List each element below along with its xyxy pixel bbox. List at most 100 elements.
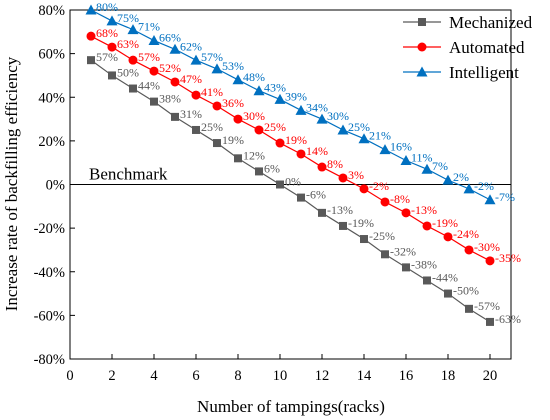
data-label: 50% — [117, 65, 139, 79]
triangle-marker — [85, 4, 97, 15]
square-marker — [297, 193, 305, 202]
square-marker — [87, 56, 95, 65]
data-label: 52% — [159, 61, 181, 75]
data-label: 2% — [453, 170, 469, 184]
y-tick-label: 40% — [38, 90, 65, 106]
triangle-marker — [400, 155, 412, 166]
triangle-marker — [316, 113, 328, 124]
triangle-marker — [295, 104, 307, 115]
square-marker — [192, 125, 200, 134]
data-label: -44% — [432, 270, 458, 284]
data-label: 16% — [390, 140, 412, 154]
x-tick-label: 20 — [483, 368, 498, 384]
y-tick-label: 60% — [38, 47, 65, 63]
circle-marker — [359, 184, 369, 194]
triangle-marker — [190, 54, 202, 65]
triangle-marker — [232, 74, 244, 85]
data-layer: 57%50%44%38%31%25%19%12%6%0%-6%-13%-19%-… — [85, 0, 521, 326]
x-tick-label: 16 — [399, 368, 414, 384]
circle-marker — [170, 77, 180, 87]
square-marker — [402, 263, 410, 272]
data-label: -19% — [432, 216, 458, 230]
x-tick-label: 10 — [273, 368, 288, 384]
series-intelligent: 80%75%71%66%62%57%53%48%43%39%34%30%25%2… — [85, 0, 515, 205]
data-label: 44% — [138, 79, 160, 93]
circle-marker — [107, 42, 117, 52]
triangle-marker — [274, 93, 286, 104]
triangle-marker — [416, 66, 428, 77]
circle-marker — [233, 114, 243, 124]
data-label: 47% — [180, 72, 202, 86]
series-mechanized: 57%50%44%38%31%25%19%12%6%0%-6%-13%-19%-… — [87, 50, 521, 326]
data-label: 80% — [96, 0, 118, 14]
circle-marker — [296, 149, 306, 159]
data-label: 25% — [201, 120, 223, 134]
square-marker — [276, 180, 284, 189]
y-tick-label: 80% — [38, 3, 65, 19]
triangle-marker — [337, 124, 349, 135]
data-label: 6% — [264, 161, 280, 175]
data-label: 34% — [306, 100, 328, 114]
square-marker — [418, 18, 426, 26]
data-label: 63% — [117, 37, 139, 51]
data-label: 30% — [243, 109, 265, 123]
square-marker — [318, 208, 326, 217]
x-tick-label: 2 — [108, 368, 115, 384]
circle-marker — [128, 55, 138, 65]
data-label: -7% — [495, 190, 515, 204]
data-label: 7% — [432, 159, 448, 173]
data-label: -30% — [474, 240, 500, 254]
triangle-marker — [169, 43, 181, 54]
data-label: -8% — [390, 192, 410, 206]
axes-layer: -80% -60% -40% -20% 0% 20% 40% 60% 80% 0 2 4 6 8 10 12 1… — [34, 3, 511, 384]
triangle-marker — [106, 15, 118, 26]
data-label: 3% — [348, 168, 364, 182]
data-label: -2% — [369, 179, 389, 193]
circle-marker — [485, 256, 495, 266]
benchmark-label: Benchmark — [89, 165, 168, 184]
data-label: -24% — [453, 227, 479, 241]
square-marker — [339, 221, 347, 230]
legend-label: Intelligent — [449, 63, 519, 82]
y-tick-label: -20% — [34, 221, 65, 237]
data-label: 25% — [348, 120, 370, 134]
triangle-marker — [442, 174, 454, 185]
x-tick-label: 4 — [150, 368, 158, 384]
y-axis-title: Increase rate of backfilling efficiency — [2, 56, 21, 311]
square-marker — [255, 167, 263, 176]
data-label: -2% — [474, 179, 494, 193]
data-label: 57% — [138, 50, 160, 64]
circle-marker — [464, 245, 474, 255]
data-label: -35% — [495, 251, 521, 265]
data-label: 66% — [159, 31, 181, 45]
circle-marker — [401, 208, 411, 218]
data-label: 36% — [222, 96, 244, 110]
x-tick-label: 14 — [357, 368, 372, 384]
data-label: -32% — [390, 244, 416, 258]
square-marker — [108, 71, 116, 80]
circle-marker — [275, 138, 285, 148]
circle-marker — [86, 31, 96, 41]
square-marker — [423, 276, 431, 285]
data-label: 25% — [264, 120, 286, 134]
circle-marker — [338, 173, 348, 183]
square-marker — [465, 304, 473, 313]
square-marker — [381, 250, 389, 259]
data-label: 43% — [264, 81, 286, 95]
data-label: 75% — [117, 11, 139, 25]
y-tick-label: -40% — [34, 265, 65, 281]
legend-label: Mechanized — [449, 13, 533, 32]
data-label: 30% — [327, 109, 349, 123]
data-label: 38% — [159, 92, 181, 106]
triangle-marker — [484, 194, 496, 205]
data-label: -38% — [411, 257, 437, 271]
data-label: 53% — [222, 59, 244, 73]
square-marker — [486, 317, 494, 326]
square-marker — [129, 84, 137, 93]
data-label: -50% — [453, 284, 479, 298]
circle-marker — [443, 232, 453, 242]
data-label: 19% — [285, 133, 307, 147]
data-label: 39% — [285, 89, 307, 103]
triangle-marker — [127, 24, 139, 35]
circle-marker — [254, 125, 264, 135]
